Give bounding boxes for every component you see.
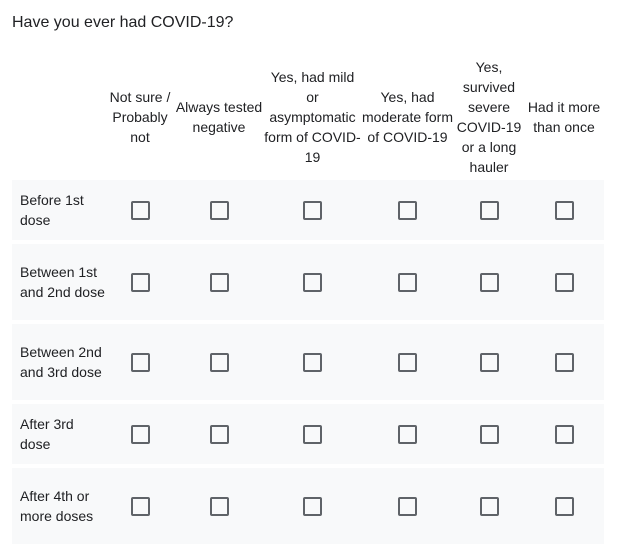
checkbox[interactable] [209,424,229,444]
row-label: Between 2nd and 3rd dose [12,324,106,400]
column-header-more-than-once: Had it more than once [527,99,601,135]
grid-row-between-1st-2nd: Between 1st and 2nd dose [12,244,604,320]
checkbox[interactable] [398,496,417,516]
grid-row-before-1st-dose: Before 1st dose [12,180,604,240]
checkbox[interactable] [554,272,574,292]
checkbox[interactable] [303,200,322,220]
row-label: Before 1st dose [12,180,106,240]
checkbox[interactable] [479,200,499,220]
row-label: After 4th or more doses [12,468,106,544]
checkbox[interactable] [130,496,150,516]
grid-corner [12,54,106,180]
checkbox[interactable] [554,200,574,220]
checkbox[interactable] [554,496,574,516]
checkbox-grid: Not sure / Probably not Always tested ne… [12,54,604,544]
checkbox[interactable] [303,352,322,372]
checkbox[interactable] [554,424,574,444]
checkbox[interactable] [130,352,150,372]
column-header-not-sure: Not sure / Probably not [109,89,171,145]
checkbox[interactable] [303,496,322,516]
checkbox[interactable] [209,200,229,220]
grid-row-after-4th-or-more: After 4th or more doses [12,468,604,544]
checkbox[interactable] [209,272,229,292]
checkbox[interactable] [479,496,499,516]
checkbox[interactable] [130,272,150,292]
checkbox[interactable] [398,352,417,372]
checkbox[interactable] [554,352,574,372]
checkbox[interactable] [479,352,499,372]
checkbox[interactable] [398,272,417,292]
checkbox[interactable] [303,424,322,444]
checkbox[interactable] [130,200,150,220]
row-label: Between 1st and 2nd dose [12,244,106,320]
question-title: Have you ever had COVID-19? [12,14,234,31]
checkbox[interactable] [479,424,499,444]
checkbox[interactable] [479,272,499,292]
checkbox[interactable] [209,496,229,516]
column-header-severe: Yes, survived severe COVID-19 or a long … [456,59,522,175]
checkbox[interactable] [398,200,417,220]
grid-row-after-3rd-dose: After 3rd dose [12,404,604,464]
row-label: After 3rd dose [12,404,106,464]
column-header-moderate: Yes, had moderate form of COVID-19 [361,89,454,145]
checkbox[interactable] [398,424,417,444]
checkbox[interactable] [130,424,150,444]
grid-row-between-2nd-3rd: Between 2nd and 3rd dose [12,324,604,400]
column-header-mild: Yes, had mild or asymptomatic form of CO… [264,69,361,165]
column-header-always-negative: Always tested negative [175,99,263,135]
checkbox[interactable] [209,352,229,372]
checkbox[interactable] [303,272,322,292]
